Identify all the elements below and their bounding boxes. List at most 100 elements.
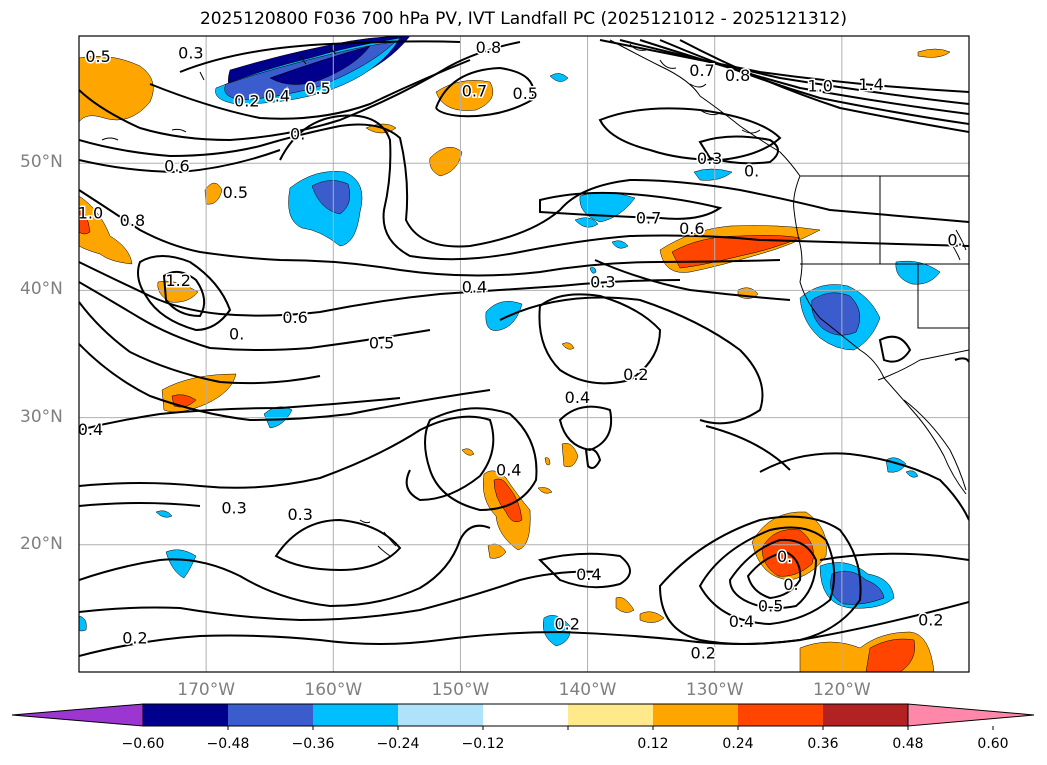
pc-shading-patch [611,240,629,249]
pc-shading-patch [171,394,197,408]
colorbar-label: 0.36 [807,736,839,752]
longitude-label: 130°W [685,680,744,700]
contour-label: 0.7 [689,61,714,80]
contour-label: 0.6 [282,308,307,327]
pv-contour-line [659,39,969,125]
coastline-segment [609,39,967,495]
graticule [79,36,969,672]
pv-contour-line [599,39,969,93]
coastline-segment [329,47,337,55]
contour-label: 0.7 [636,209,661,228]
coastlines [101,39,969,557]
pc-shading-patch [639,611,665,623]
coastline-segment [949,241,961,261]
pc-shading-patch [905,470,919,478]
contour-label: 0.4 [576,565,601,584]
pv-contour-line [279,114,969,261]
pc-shading-patch [485,301,523,331]
pv-contour-line [705,425,791,471]
colorbar-label: −0.24 [376,736,420,752]
pc-shading-patch [549,73,569,82]
map-frame [78,35,970,673]
map-panel: 0.5 0.3 0.2 0.4 0.5 0.8 0.7 0.5 0.7 0.8 1.0 1.4 0. 0.… [76,35,970,673]
colorbar-label: −0.36 [291,736,335,752]
pv-contour-line [538,293,662,385]
contour-label: 0.3 [697,149,722,168]
contour-label: 0.2 [918,611,943,630]
pv-contour-line [499,296,764,425]
colorbar-segment [313,704,398,726]
pc-shading-patch [493,478,523,522]
coastline-segment [199,71,205,81]
pc-shading-patch [561,342,575,350]
pv-contour-line [679,39,969,133]
coastline-segment [659,59,677,69]
contour-label: 0.4 [565,388,590,407]
coastline-segment [955,229,967,251]
pc-shading-patch [161,373,237,413]
contour-label: 1.2 [165,271,190,290]
contour-label: 0.2 [691,644,716,663]
pc-shading-patch [865,638,915,672]
colorbar-label: −0.12 [461,736,505,752]
contour-label: 0.4 [729,612,754,631]
contour-label: 1.0 [808,76,833,95]
contour-label: 0.5 [305,79,330,98]
contour-label: 0.5 [223,183,248,202]
colorbar-label: 0.24 [722,736,754,752]
pc-shading-patch [157,280,199,303]
latitude-label: 50°N [20,152,63,173]
longitude-label: 120°W [812,680,871,700]
pv-contour-line [639,39,969,115]
contour-label: 0. [229,324,244,343]
contour-label: 0.8 [120,211,145,230]
pv-contour-line [79,123,969,248]
pv-contour-line [149,59,471,120]
coastline-segment [377,545,391,557]
pc-shading-patch [269,45,371,85]
contour-label: 0.3 [590,272,615,291]
longitude-label: 170°W [177,680,236,700]
pc-shading-patch [589,267,597,274]
contour-label: 1.4 [858,75,883,94]
pc-shading-patch [79,615,87,632]
colorbar-label: 0.48 [892,736,924,752]
pv-contour-line [137,255,232,332]
latitude-label: 30°N [20,406,63,427]
contour-label: 0.3 [221,499,246,518]
pv-contour-line [539,191,723,220]
colorbar-label: −0.48 [206,736,250,752]
contour-label: 0. [783,575,798,594]
pc-shading-patch [204,182,223,205]
pv-contour-line [79,343,491,422]
pc-shading-patch [429,146,463,177]
longitude-label: 150°W [431,680,490,700]
pv-contour-line [162,270,206,318]
pc-shading-patch [79,205,91,235]
pv-contour-line [179,40,461,73]
pv-contour-line [79,570,601,622]
pc-shading-patch [461,448,475,456]
contour-label: 0.7 [462,81,487,100]
coastline-segment [877,349,969,381]
pc-shading-patch [79,195,133,265]
pv-contour-line [79,397,401,431]
pc-shading-patch [311,180,350,215]
pc-shading-patch [917,48,951,58]
pc-shading-patch [693,168,733,181]
pv-contour-line [878,335,912,363]
contour-label: 0.5 [369,333,394,352]
pv-contour-line [79,261,681,317]
coastline-segment [689,83,707,88]
coastline-segment [171,128,187,133]
pv-contour-line [79,41,521,142]
colorbar [11,703,1035,730]
contour-label: 0.2 [122,628,147,647]
contour-label: 0.2 [234,92,259,111]
pc-shading-patch [574,217,599,228]
pc-shading-patch [811,292,861,336]
contour-label: 0.8 [725,66,750,85]
colorbar-segment [653,704,738,726]
pv-contour-line [954,357,969,363]
pv-contour-line [79,524,491,608]
